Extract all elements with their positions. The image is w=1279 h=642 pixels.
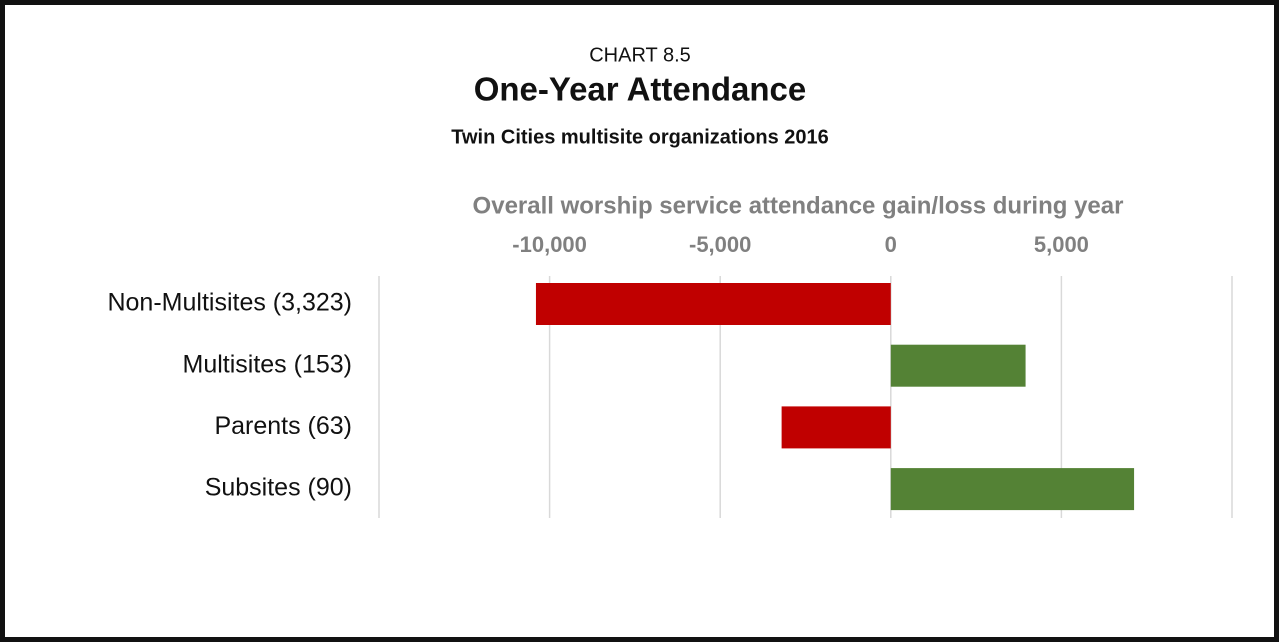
y-tick-label: Non-Multisites (3,323) <box>107 289 352 317</box>
x-tick-label: 0 <box>885 232 897 257</box>
chart-title: One-Year Attendance <box>474 71 807 108</box>
y-tick-label: Subsites (90) <box>205 474 352 502</box>
x-axis-label: Overall worship service attendance gain/… <box>473 192 1124 219</box>
x-tick-label: -5,000 <box>689 232 751 257</box>
x-tick-label: -10,000 <box>512 232 587 257</box>
bar <box>781 406 891 449</box>
bar <box>890 344 1026 387</box>
chart-label: CHART 8.5 <box>589 44 691 66</box>
chart-subtitle: Twin Cities multisite organizations 2016 <box>451 126 829 148</box>
bar <box>890 468 1135 511</box>
x-tick-label: 5,000 <box>1034 232 1089 257</box>
bar <box>535 283 891 325</box>
y-tick-label: Parents (63) <box>214 412 352 440</box>
y-tick-label: Multisites (153) <box>183 350 353 378</box>
